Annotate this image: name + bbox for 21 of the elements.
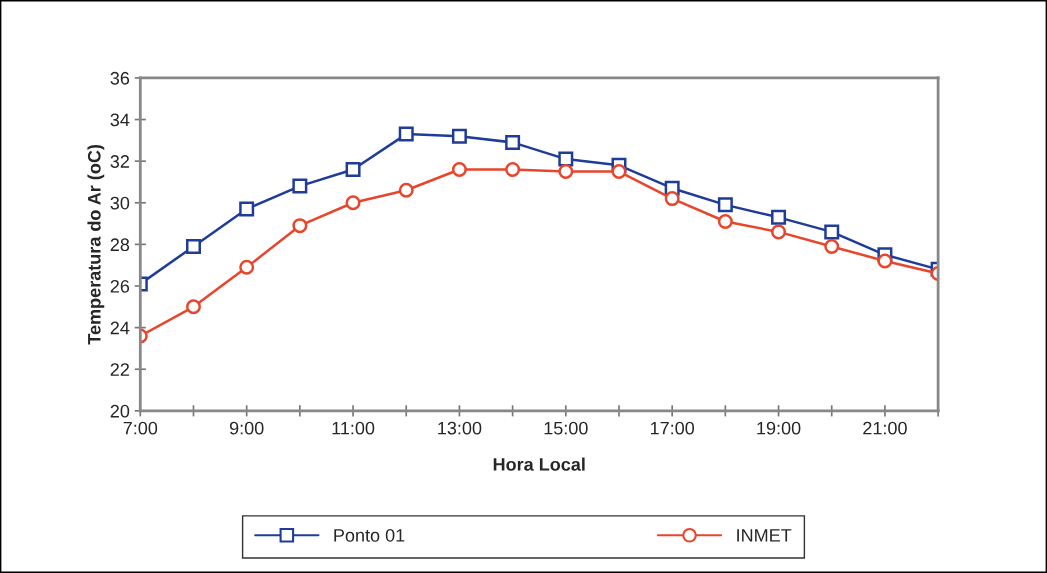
x-tick-label: 21:00 (863, 421, 907, 435)
y-tick-label: 26 (110, 279, 130, 293)
y-tick-label: 30 (110, 196, 130, 210)
y-tick-label: 24 (110, 321, 130, 335)
x-axis-title: Hora Local (493, 457, 585, 471)
y-tick-label: 28 (110, 238, 130, 252)
legend-label: INMET (737, 529, 792, 542)
x-tick-label: 9:00 (229, 421, 264, 435)
y-tick-label: 32 (110, 155, 129, 168)
y-tick-label: 22 (110, 363, 129, 376)
x-tick-label: 13:00 (438, 421, 482, 435)
y-tick-label: 34 (110, 113, 130, 127)
x-tick-label: 11:00 (332, 421, 375, 435)
y-axis-title: Temperatura do Ar (oC) (87, 144, 105, 345)
x-tick-label: 7:00 (123, 421, 158, 435)
y-tick-label: 36 (110, 71, 130, 85)
y-tick-label: 20 (110, 404, 130, 418)
x-tick-label: 19:00 (757, 421, 801, 435)
x-tick-label: 17:00 (650, 421, 695, 435)
x-tick-label: 15:00 (544, 421, 588, 435)
legend-label: Ponto 01 (334, 528, 405, 542)
